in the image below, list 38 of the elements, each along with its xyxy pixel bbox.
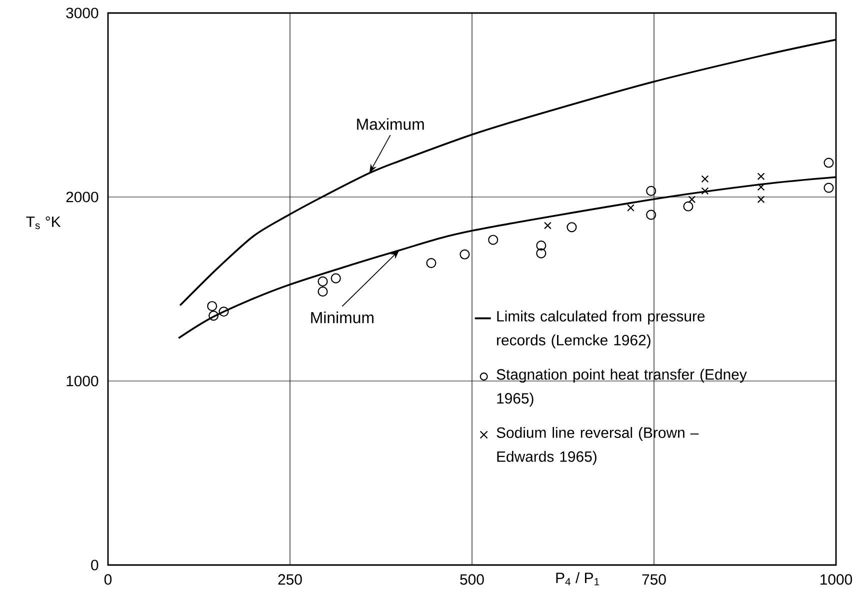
point bbox=[626, 204, 634, 212]
point bbox=[824, 182, 834, 193]
x-axis-title: P$_{4}$ / P$_{1}$ bbox=[556, 572, 600, 586]
point bbox=[536, 240, 546, 251]
y-tick-label: 1000 bbox=[66, 376, 98, 386]
point bbox=[646, 186, 656, 196]
point bbox=[536, 248, 546, 258]
point bbox=[218, 306, 229, 317]
point bbox=[824, 158, 834, 168]
point bbox=[318, 286, 328, 297]
annotation: Minimum bbox=[311, 312, 374, 324]
x-tick-label: 1000 bbox=[820, 574, 852, 585]
point bbox=[207, 301, 218, 312]
point bbox=[566, 222, 577, 232]
point bbox=[426, 258, 436, 268]
annotation: Maximum bbox=[357, 118, 424, 130]
x-tick-label: 250 bbox=[278, 574, 302, 585]
point bbox=[701, 187, 709, 195]
y-axis-title: T$_{s}$ °K bbox=[26, 216, 61, 230]
y-tick-label: 3000 bbox=[66, 8, 98, 18]
point bbox=[683, 201, 694, 212]
point bbox=[208, 310, 219, 321]
y-tick-label: 0 bbox=[91, 560, 98, 570]
point bbox=[757, 183, 765, 191]
x-tick-label: 0 bbox=[104, 574, 112, 585]
y-tick-label: 2000 bbox=[66, 192, 98, 202]
point bbox=[318, 276, 328, 286]
point bbox=[646, 210, 656, 220]
point bbox=[688, 196, 696, 204]
point bbox=[701, 175, 709, 183]
point bbox=[460, 249, 470, 260]
point bbox=[544, 222, 552, 230]
x-tick-label: 500 bbox=[460, 574, 484, 585]
point bbox=[330, 273, 341, 284]
x-tick-label: 750 bbox=[642, 574, 666, 585]
point bbox=[757, 172, 765, 180]
point bbox=[757, 196, 765, 204]
point bbox=[488, 234, 498, 245]
